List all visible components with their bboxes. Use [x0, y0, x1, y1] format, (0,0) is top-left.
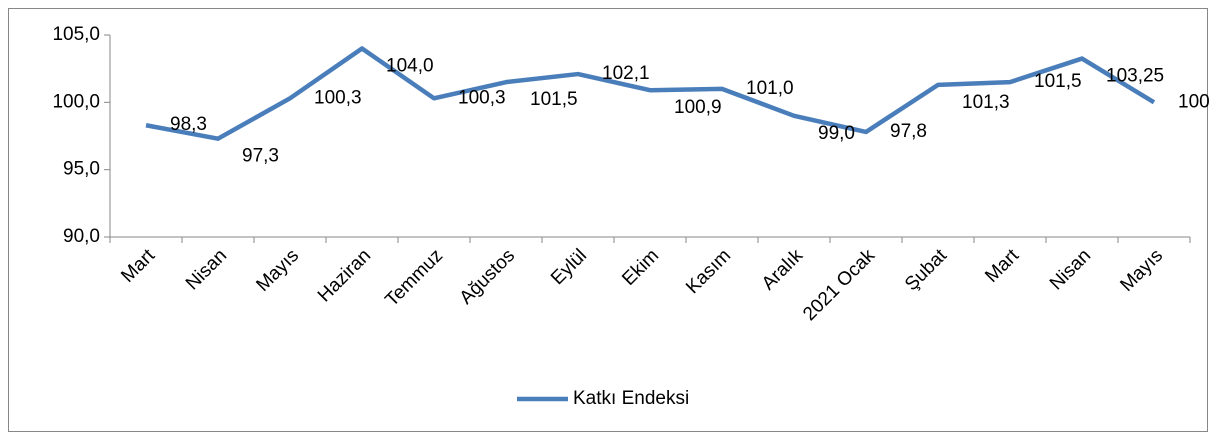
- y-tick-label: 90,0: [63, 226, 100, 247]
- legend-label: Katkı Endeksi: [573, 388, 689, 409]
- data-label: 97,8: [890, 121, 927, 142]
- data-label: 100: [1178, 91, 1210, 112]
- data-label: 102,1: [602, 63, 650, 84]
- data-label: 99,0: [818, 123, 855, 144]
- data-label: 100,3: [458, 87, 506, 108]
- y-tick-label: 95,0: [63, 159, 100, 180]
- y-tick-label: 105,0: [52, 24, 100, 45]
- y-tick-label: 100,0: [52, 91, 100, 112]
- data-label: 104,0: [386, 55, 434, 76]
- data-label: 97,3: [242, 146, 279, 167]
- data-label: 100,3: [314, 87, 362, 108]
- data-label: 101,5: [530, 89, 578, 110]
- data-label: 101,0: [746, 78, 794, 99]
- data-label: 101,5: [1034, 71, 1082, 92]
- data-label: 98,3: [170, 114, 207, 135]
- data-label: 103,25: [1106, 66, 1164, 87]
- line-series: [145, 46, 1156, 141]
- data-label: 100,9: [674, 97, 722, 118]
- data-label: 101,3: [962, 92, 1010, 113]
